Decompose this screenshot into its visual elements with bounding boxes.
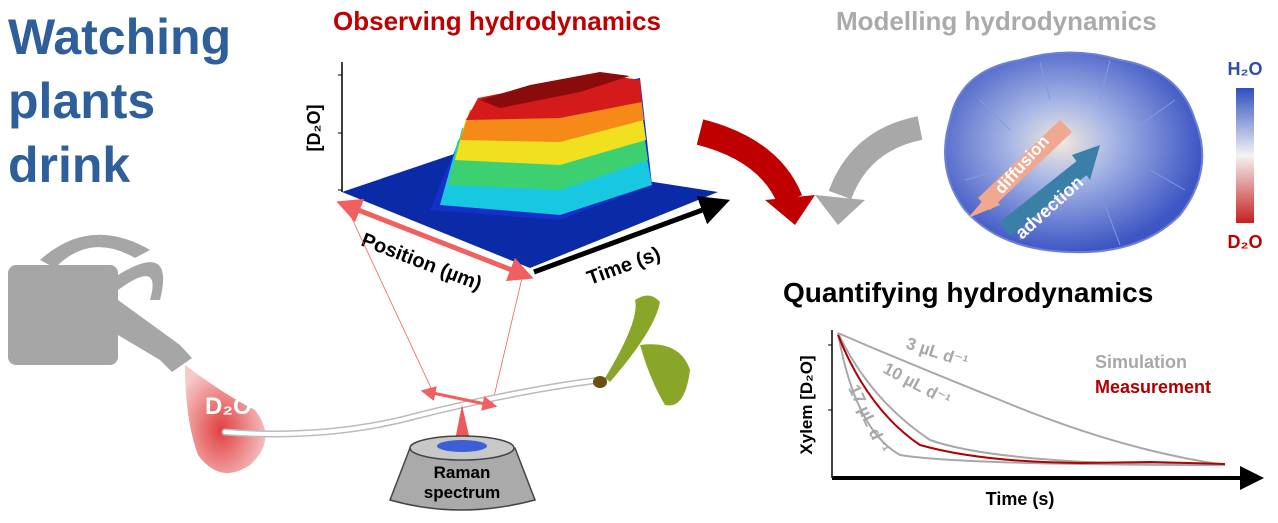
red-curved-arrow	[696, 119, 803, 206]
advection-arrow	[1000, 160, 1088, 236]
red-arrowhead	[765, 195, 815, 225]
seedling	[593, 295, 690, 406]
raman-label: spectrum	[424, 483, 501, 502]
laser-arrow	[420, 386, 498, 411]
surface-plot	[338, 62, 718, 268]
title-line: plants	[8, 73, 155, 129]
color-bar-top: H₂O	[1228, 59, 1263, 79]
zoom-line	[347, 209, 433, 391]
color-bar-bottom: D₂O	[1228, 232, 1263, 252]
watering-can	[8, 234, 192, 372]
diffusion-arrow	[978, 120, 1072, 210]
time-arrow	[533, 196, 731, 275]
title-line: Watching	[8, 9, 231, 65]
zoom-line	[491, 277, 523, 406]
simulation-curve	[837, 332, 1226, 466]
gray-arrowhead	[815, 195, 865, 225]
raman-device	[389, 435, 536, 511]
droplet-label: D₂O	[205, 393, 252, 420]
legend-simulation: Simulation	[1095, 352, 1187, 372]
modelling-heading: Modelling hydrodynamics	[836, 6, 1157, 36]
quantifying-x-label: Time (s)	[986, 489, 1055, 509]
measurement-curve	[837, 334, 1226, 465]
title-line: drink	[8, 137, 130, 193]
color-bar	[1236, 88, 1254, 223]
position-arrow	[336, 198, 534, 282]
observing-heading: Observing hydrodynamics	[333, 6, 661, 36]
raman-label: Raman	[434, 463, 491, 482]
laser-beam	[455, 405, 470, 440]
droplet	[185, 365, 266, 473]
root-cross-section	[944, 51, 1204, 254]
quantifying-y-label: Xylem [D₂O]	[797, 355, 816, 454]
simulation-curve	[837, 332, 1226, 466]
legend-measurement: Measurement	[1095, 377, 1211, 397]
surface-y-label: [D₂O]	[304, 105, 324, 152]
gray-curved-arrow	[828, 116, 923, 200]
quantifying-heading: Quantifying hydrodynamics	[783, 277, 1153, 308]
